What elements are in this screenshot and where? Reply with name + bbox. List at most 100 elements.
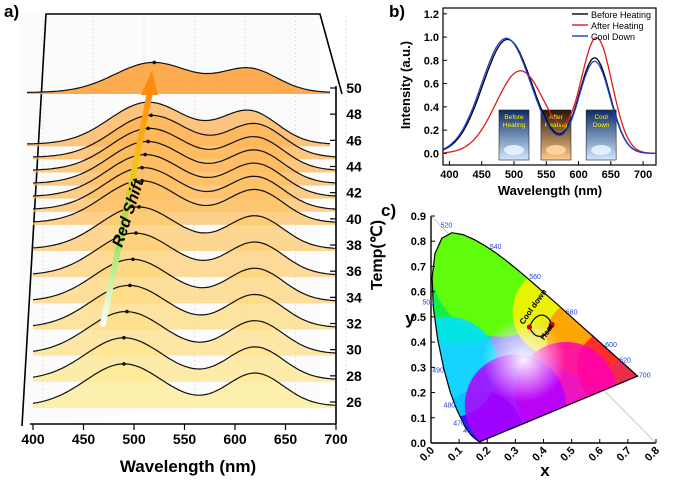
panel-b-y-tick-label: 0.8	[424, 55, 439, 67]
ridge-line	[32, 337, 337, 380]
panel-b-series	[442, 36, 656, 154]
panel-b-y-tick-label: 0.6	[424, 79, 439, 91]
panel-a-temp-tick-label: 38	[346, 237, 362, 253]
ridge-fill	[33, 363, 336, 408]
wavelength-label: 470	[453, 420, 465, 427]
panel-a-temp-tick-label: 48	[346, 106, 362, 122]
ridge-line	[32, 363, 337, 406]
inset-label-line2: Heating	[503, 122, 526, 129]
panel-a-temp-tick-label: 28	[346, 368, 362, 384]
ridge-peak-dot	[146, 139, 150, 144]
panel-b-emission-spectra: 400 450 500 550 600 650 700 0.0 0.2 0.4 0.6 0.8 1.0 1…	[398, 7, 657, 198]
inset-label-line1: Cool	[594, 114, 608, 121]
panel-c-x-tick-label: 0.3	[502, 445, 521, 464]
inset-label-line2: Down	[593, 122, 610, 129]
panel-b-ticks: 400 450 500 550 600 650 700 0.0 0.2 0.4 0.6 0.8 1.0 1…	[424, 9, 653, 181]
wavelength-label: 620	[619, 357, 631, 364]
panel-a-x-tick-label: 700	[324, 431, 348, 447]
inset-label-line2: Heating	[545, 122, 568, 129]
panel-c-y-tick-label: 0.4	[411, 337, 427, 349]
panel-b-x-tick-label: 500	[505, 169, 523, 181]
ridge-line	[32, 232, 337, 276]
legend-label: Before Heating	[591, 10, 651, 20]
panel-c-y-tick-label: 0.1	[411, 413, 426, 425]
panel-a-temp-tick-label: 50	[346, 80, 362, 96]
ridge-peak-dot	[128, 283, 132, 288]
ridge-line	[27, 101, 331, 145]
ridge-peak-dot	[122, 335, 126, 340]
panel-c-ticks: 0.0 0.1 0.2 0.3 0.4 0.5 0.6 0.7 0.80.00.10.20.30…	[411, 211, 662, 464]
ridge-fill	[27, 62, 330, 94]
ridge-line	[26, 61, 331, 93]
wavelength-label: 700	[639, 372, 651, 379]
ridge-fill	[33, 180, 336, 225]
inset-label-line1: After	[549, 114, 564, 121]
wavelength-label: 490	[432, 367, 444, 374]
wavelength-label: 600	[605, 342, 617, 349]
panel-b-y-tick-label: 0.2	[424, 125, 439, 137]
ridge-line	[32, 127, 337, 171]
wavelength-label: 580	[566, 309, 578, 316]
panel-a-x-axis-label: Wavelength (nm)	[120, 457, 256, 476]
ridge-peak-dot	[122, 362, 126, 366]
wavelength-label: 560	[529, 274, 541, 281]
spectrum-series-line	[442, 36, 656, 154]
spectrum-series-line	[442, 37, 656, 154]
panel-b-x-tick-label: 450	[473, 169, 491, 181]
panel-c-x-tick-label: 0.2	[474, 445, 493, 464]
panel-a-x-ticks: 400 450 500 550 600 650 700	[21, 424, 348, 447]
ridge-peak-dot	[125, 309, 129, 314]
panel-c-y-tick-label: 0.7	[411, 261, 426, 273]
panel-a-temp-tick-label: 30	[346, 342, 362, 358]
ridge-line	[32, 167, 337, 210]
ridge-peak-dot	[137, 205, 141, 209]
panel-a-x-tick-label: 550	[173, 431, 197, 447]
ridge-peak-dot	[140, 178, 144, 183]
panel-b-x-tick-label: 700	[634, 169, 652, 181]
panel-a-x-tick-label: 650	[274, 431, 298, 447]
panel-b-x-tick-label: 400	[440, 169, 458, 181]
panel-b-y-axis-label: Intensity (a.u.)	[398, 41, 413, 129]
legend-label: After Heating	[591, 21, 644, 31]
panel-b-x-tick-label: 550	[537, 169, 555, 181]
panel-b-x-tick-label: 600	[569, 169, 587, 181]
panel-a-label: a)	[4, 2, 20, 21]
ridge-peak-dot	[149, 113, 153, 118]
panel-c-x-tick-label: 0.7	[615, 445, 634, 464]
ridge-line	[32, 153, 337, 197]
panel-c-x-tick-label: 0.8	[643, 445, 662, 464]
wavelength-label: 480	[443, 403, 455, 410]
legend-label: Cool Down	[591, 32, 635, 42]
ridge-peak-dot	[143, 152, 147, 157]
ridge-line	[32, 140, 337, 184]
panel-a-x-tick-label: 600	[223, 431, 247, 447]
panel-a-temp-ticks: 26 28 30 32 34 36 38 40 42 44 46 48 50	[330, 80, 362, 410]
wavelength-label: 500	[422, 299, 434, 306]
panel-a-temp-tick-label: 34	[346, 289, 362, 305]
ridge-line	[32, 180, 337, 223]
panel-b-y-tick-label: 1.0	[424, 32, 439, 44]
cool-down-path	[528, 314, 553, 328]
spectral-locus	[431, 232, 639, 443]
panel-c-x-tick-label: 0.6	[587, 445, 606, 464]
ridge-line	[32, 311, 337, 354]
panel-c-y-tick-label: 0.2	[411, 388, 426, 400]
panel-c-x-tick-label: 0.1	[446, 445, 465, 464]
panel-a-temp-tick-label: 46	[346, 132, 362, 148]
panel-c-y-tick-label: 0.3	[411, 362, 426, 374]
ridge-peak-dot	[152, 60, 157, 65]
panel-b-y-tick-label: 0.4	[424, 102, 440, 114]
wavelength-label: 520	[441, 222, 453, 229]
panel-a-temp-tick-label: 36	[346, 263, 362, 279]
ridge-peak-dot	[140, 165, 144, 170]
ridge-line	[32, 258, 337, 302]
panel-a-frame	[21, 13, 343, 427]
panel-a-x-tick-label: 450	[72, 431, 96, 447]
panel-b-label: b)	[389, 2, 406, 21]
